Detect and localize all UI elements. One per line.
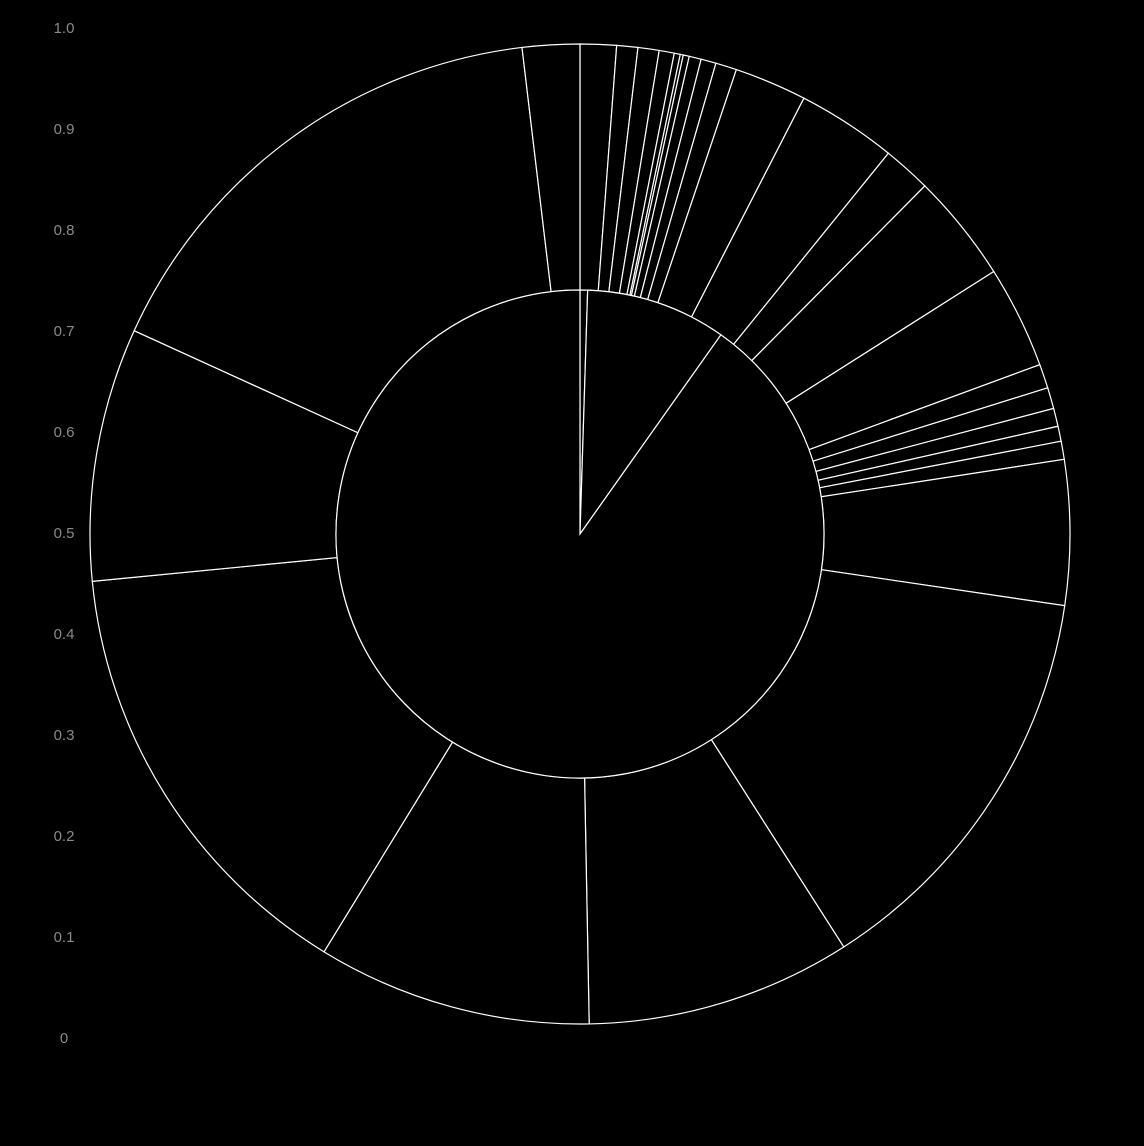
y-tick-label: 1.0 [54, 20, 75, 37]
y-tick-label: 0 [60, 1030, 68, 1047]
y-tick-label: 0.6 [54, 424, 75, 441]
y-tick-label: 0.2 [54, 828, 75, 845]
y-tick-label: 0.1 [54, 929, 75, 946]
y-tick-label: 0.7 [54, 323, 75, 340]
inner-ring-segment-2 [579, 289, 722, 536]
y-axis: 0 0.1 0.2 0.3 0.4 0.5 0.6 0.7 0.8 0.9 1.0 [54, 20, 75, 1047]
y-tick-label: 0.8 [54, 222, 75, 239]
inner-ring-segment-3 [335, 289, 825, 779]
inner-ring [335, 289, 825, 779]
y-tick-label: 0.9 [54, 121, 75, 138]
y-tick-label: 0.4 [54, 626, 75, 643]
y-tick-label: 0.3 [54, 727, 75, 744]
outer-ring [89, 43, 1071, 1025]
y-tick-label: 0.5 [54, 525, 75, 542]
